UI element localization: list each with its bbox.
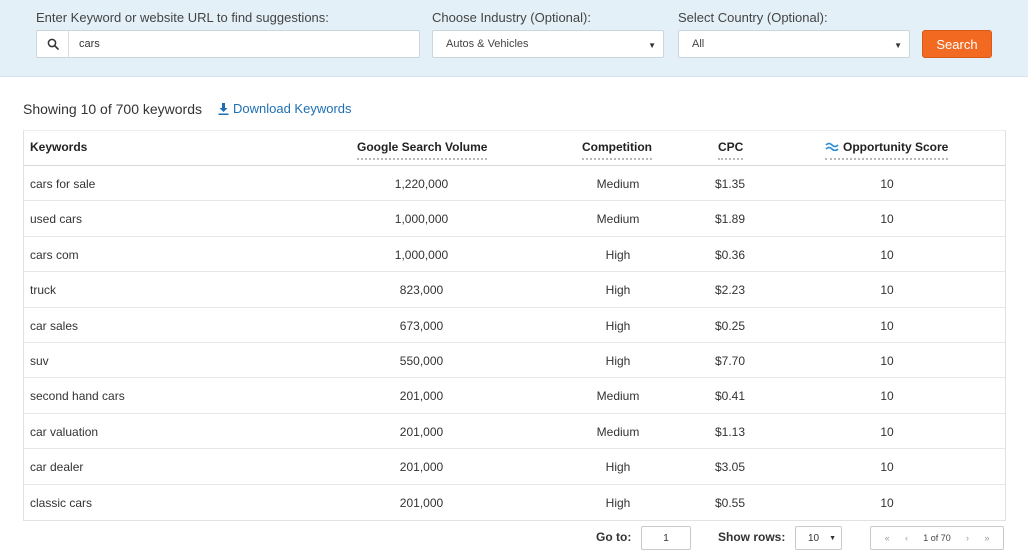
cell-volume: 1,000,000 [394,212,449,227]
cell-competition: High [605,495,631,510]
caret-down-icon: ▼ [648,41,656,50]
cell-score: 10 [880,460,894,475]
cell-cpc: $0.41 [714,389,746,404]
table-row: suv 550,000 High $7.70 10 [24,343,1005,379]
cell-competition: High [605,318,631,333]
keyword-search-box[interactable] [36,30,420,58]
header-search-volume[interactable]: Google Search Volume [357,140,488,160]
cell-score: 10 [880,177,894,191]
next-page-button[interactable]: › [966,533,970,543]
country-select-value: All [692,38,705,50]
header-competition[interactable]: Competition [582,140,652,160]
cell-volume: 201,000 [399,495,444,510]
caret-down-icon: ▼ [894,41,902,50]
results-summary: Showing 10 of 700 keywords [23,101,202,117]
keyword-input[interactable] [69,31,419,57]
cell-score: 10 [880,424,894,439]
industry-select[interactable]: Autos & Vehicles ▼ [432,30,664,58]
pagination-control: « ‹ 1 of 70 › » [870,526,1004,550]
table-header: Keywords Google Search Volume Competitio… [24,131,1005,166]
cell-keyword: cars for sale [30,177,96,191]
cell-cpc: $1.35 [714,177,746,191]
keywords-table: Keywords Google Search Volume Competitio… [23,130,1006,521]
cell-volume: 823,000 [399,283,444,298]
goto-label: Go to: [596,530,632,544]
show-rows-select[interactable]: 10 ▼ [795,526,842,550]
cell-keyword: classic cars [30,495,93,510]
table-row: car sales 673,000 High $0.25 10 [24,308,1005,343]
cell-cpc: $0.25 [714,318,746,333]
cell-cpc: $0.55 [714,495,746,510]
cell-volume: 673,000 [399,318,444,333]
cell-keyword: cars com [30,247,79,262]
wave-icon [825,142,839,151]
header-cpc[interactable]: CPC [718,140,744,160]
country-select[interactable]: All ▼ [678,30,910,58]
cell-volume: 201,000 [399,424,444,439]
cell-volume: 550,000 [399,353,444,368]
cell-score: 10 [880,247,894,262]
download-keywords-link[interactable]: Download Keywords [218,101,352,116]
cell-keyword: suv [30,353,49,368]
search-button[interactable]: Search [922,30,992,58]
cell-score: 10 [880,212,894,227]
table-row: second hand cars 201,000 Medium $0.41 10 [24,378,1005,414]
cell-score: 10 [880,353,894,368]
cell-cpc: $1.89 [714,212,746,227]
industry-label: Choose Industry (Optional): [432,10,591,25]
cell-competition: Medium [596,177,640,191]
cell-score: 10 [880,283,894,298]
goto-page-input[interactable] [641,526,691,550]
show-rows-value: 10 [808,532,820,544]
last-page-button[interactable]: » [984,533,990,543]
cell-score: 10 [880,318,894,333]
search-bar-panel: Enter Keyword or website URL to find sug… [0,0,1028,77]
table-row: cars for sale 1,220,000 Medium $1.35 10 [24,166,1005,202]
cell-competition: Medium [596,212,640,227]
cell-cpc: $7.70 [714,353,746,368]
cell-volume: 1,220,000 [394,177,449,191]
first-page-button[interactable]: « [884,533,890,543]
show-rows-label: Show rows: [718,530,786,544]
cell-cpc: $2.23 [714,283,746,298]
download-icon [218,102,229,115]
cell-volume: 201,000 [399,389,444,404]
cell-volume: 201,000 [399,460,444,475]
table-row: cars com 1,000,000 High $0.36 10 [24,237,1005,273]
cell-competition: High [605,247,631,262]
header-opportunity-label: Opportunity Score [843,140,949,154]
caret-down-icon: ▼ [829,535,836,542]
cell-score: 10 [880,389,894,404]
prev-page-button[interactable]: ‹ [904,533,908,543]
keyword-label: Enter Keyword or website URL to find sug… [36,10,329,25]
cell-keyword: car valuation [30,424,99,439]
industry-select-value: Autos & Vehicles [446,38,529,50]
table-row: classic cars 201,000 High $0.55 10 [24,485,1005,520]
cell-keyword: used cars [30,212,83,227]
cell-cpc: $3.05 [714,460,746,475]
table-row: car dealer 201,000 High $3.05 10 [24,449,1005,485]
cell-cpc: $0.36 [714,247,746,262]
cell-keyword: second hand cars [30,389,125,404]
cell-volume: 1,000,000 [394,247,449,262]
header-keywords[interactable]: Keywords [30,140,88,154]
table-row: used cars 1,000,000 Medium $1.89 10 [24,201,1005,237]
cell-keyword: car dealer [30,460,84,475]
cell-competition: High [605,283,631,298]
cell-score: 10 [880,495,894,510]
cell-competition: Medium [596,389,640,404]
download-keywords-label: Download Keywords [233,101,352,116]
cell-keyword: truck [30,283,57,298]
header-opportunity-score[interactable]: Opportunity Score [825,140,949,160]
cell-cpc: $1.13 [714,424,746,439]
country-label: Select Country (Optional): [678,10,828,25]
cell-competition: High [605,353,631,368]
table-row: car valuation 201,000 Medium $1.13 10 [24,414,1005,450]
cell-keyword: car sales [30,318,79,333]
search-icon[interactable] [37,31,69,57]
cell-competition: Medium [596,424,640,439]
table-row: truck 823,000 High $2.23 10 [24,272,1005,308]
page-indicator: 1 of 70 [923,533,951,543]
cell-competition: High [605,460,631,475]
